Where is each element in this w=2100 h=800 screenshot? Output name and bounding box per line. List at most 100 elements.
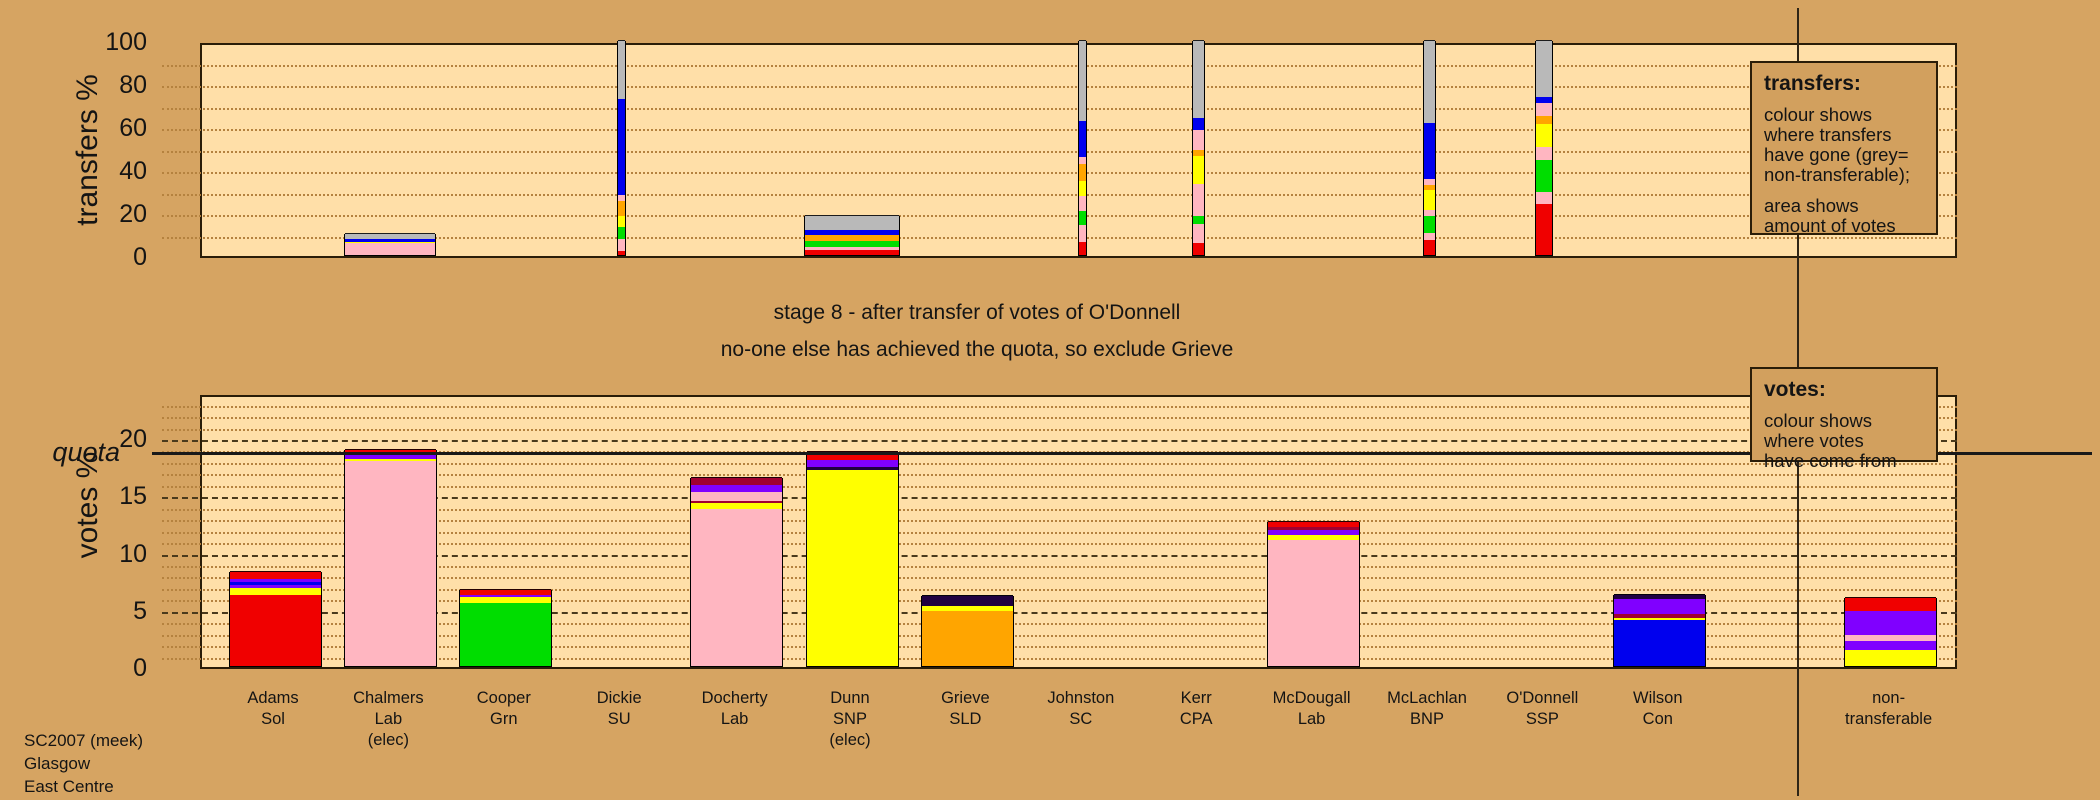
candidate-label-odonnell: O'Donnell SSP — [1506, 689, 1579, 728]
candidate-label-johnston: Johnston SC — [1047, 689, 1115, 728]
bar-segment-red — [344, 449, 436, 455]
gridline-minor — [162, 193, 1957, 196]
y-tick-label: 0 — [133, 654, 147, 682]
bar-segment-pink — [617, 237, 625, 251]
bar-segment-yellow — [460, 596, 552, 603]
stage-text-line1: stage 8 - after transfer of votes of O'D… — [773, 301, 1181, 324]
bar-segment-yellow — [806, 469, 898, 666]
bar-segment-grey — [345, 233, 436, 240]
transfers-legend-body: colour shows where transfers have gone (gr… — [1764, 105, 1924, 236]
bar-segment-maroon — [691, 477, 783, 485]
bar-segment-pink — [345, 242, 436, 256]
votes-legend-title: votes: — [1764, 378, 1826, 401]
bar-segment-blue — [617, 98, 625, 195]
bar-segment-pink — [1079, 156, 1087, 164]
bar-segment-green — [1079, 209, 1087, 225]
candidate-label-cooper: Cooper Grn — [476, 689, 531, 728]
transfers-chart-plot — [162, 40, 1957, 258]
gridline-minor — [162, 172, 1957, 174]
transfers-bar-kerr — [1191, 40, 1205, 256]
bar-segment-grey — [1536, 40, 1553, 97]
gridline-minor — [162, 543, 1957, 546]
bar-segment-yellow — [1423, 189, 1435, 210]
bar-segment-yellow — [1845, 648, 1937, 666]
votes-legend: votes: colour shows where votes have come … — [1750, 367, 1938, 471]
bar-segment-pink — [1423, 208, 1435, 217]
bar-segment-purple — [1614, 598, 1706, 615]
bar-segment-red — [806, 450, 898, 461]
gridline-minor — [162, 577, 1957, 580]
gridline-minor — [162, 215, 1957, 217]
bar-segment-yellow — [691, 502, 783, 509]
bar-segment-red — [805, 249, 899, 255]
bar-segment-grey — [1079, 40, 1087, 121]
gridline-minor — [162, 107, 1957, 110]
gridline-minor — [162, 428, 1957, 431]
y-tick-label: 40 — [119, 157, 147, 185]
y-tick-label: 10 — [119, 539, 147, 568]
gridline-major — [162, 497, 1957, 500]
candidate-label-chalmers: Chalmers Lab (elec) — [353, 689, 424, 749]
bar-segment-pink — [1079, 223, 1087, 243]
transfers-legend-title: transfers: — [1764, 72, 1861, 95]
y-tick-label: 80 — [119, 71, 147, 99]
votes-bar-nontransferable — [1844, 597, 1938, 667]
bar-segment-pink — [344, 460, 436, 666]
y-tick-label: 15 — [119, 482, 147, 511]
bar-segment-purple — [806, 459, 898, 467]
votes-bar-dunn — [805, 450, 899, 667]
candidate-label-docherty: Docherty Lab — [701, 689, 768, 728]
transfers-bar-dunn — [804, 214, 900, 256]
candidate-label-dunn: Dunn SNP (elec) — [829, 689, 871, 749]
transfers-bar-dickie — [616, 40, 626, 256]
gridline-minor — [162, 634, 1957, 637]
bar-segment-orange — [921, 609, 1013, 666]
legend-paragraph: colour shows where votes have come from — [1764, 410, 1897, 471]
gridline-minor — [162, 405, 1957, 408]
quota-label: quota — [52, 437, 120, 467]
quota-line — [152, 452, 2092, 455]
y-tick-label: 5 — [133, 596, 147, 625]
bar-segment-yellow — [1079, 179, 1087, 196]
candidate-label-mclachlan: McLachlan BNP — [1387, 689, 1467, 728]
gridline-minor — [162, 623, 1957, 626]
gridline-minor — [162, 150, 1957, 153]
votes-bar-mcdougall — [1267, 521, 1361, 667]
y-tick-label: 0 — [133, 243, 147, 271]
bar-segment-red — [1423, 238, 1435, 255]
gridline-minor — [162, 474, 1957, 477]
gridline-major — [162, 554, 1957, 557]
bar-segment-darkpurple — [921, 595, 1013, 606]
bar-segment-pink — [1192, 182, 1204, 217]
gridline-minor — [162, 485, 1957, 488]
gridline-minor — [162, 508, 1957, 511]
gridline-minor — [162, 646, 1957, 649]
bar-segment-yellow — [617, 215, 625, 227]
bar-segment-purple — [1845, 639, 1937, 650]
candidate-label-grieve: Grieve SLD — [941, 689, 990, 728]
stage-text-line2: no-one else has achieved the quota, so e… — [720, 338, 1234, 361]
transfers-bar-mclachlan — [1422, 40, 1436, 256]
bar-segment-blue — [1614, 619, 1706, 666]
legend-paragraph: area shows amount of votes — [1764, 195, 1896, 236]
gridline-major — [162, 611, 1957, 614]
bar-segment-grey — [805, 214, 899, 230]
votes-bar-cooper — [459, 589, 553, 667]
bar-segment-green — [1536, 159, 1553, 192]
bar-segment-orange — [805, 233, 899, 242]
bar-segment-red — [1192, 242, 1204, 255]
legend-paragraph: colour shows where transfers have gone (gr… — [1764, 104, 1911, 185]
votes-bar-grieve — [920, 595, 1014, 667]
votes-bar-wilson — [1613, 593, 1707, 667]
bar-segment-pink — [691, 508, 783, 666]
bar-segment-red — [460, 589, 552, 595]
candidate-label-wilson: Wilson Con — [1633, 689, 1683, 728]
votes-bar-chalmers — [343, 449, 437, 667]
bar-segment-blue — [1536, 95, 1553, 104]
bar-segment-purple — [691, 483, 783, 492]
bar-segment-green — [1192, 215, 1204, 224]
bar-segment-pink — [1536, 146, 1553, 161]
candidate-label-non: non-transferable — [1845, 689, 1933, 728]
gridline-minor — [162, 588, 1957, 591]
